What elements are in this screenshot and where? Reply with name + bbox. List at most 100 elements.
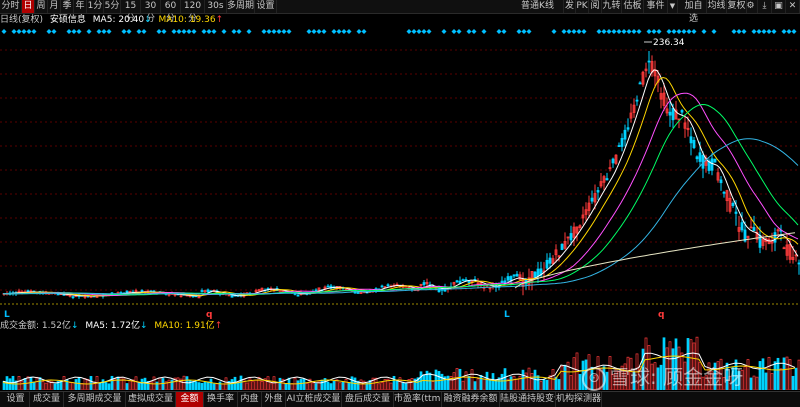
candle-body: [68, 294, 72, 297]
indicator-tab-13[interactable]: 机构探测器: [556, 392, 602, 407]
volume-bar: [629, 357, 633, 390]
signal-diamond: [581, 29, 587, 34]
volume-bar: [38, 377, 42, 390]
view-option-0[interactable]: 普通K线: [512, 0, 564, 13]
volume-bar: [749, 377, 753, 390]
candle-body: [623, 129, 627, 140]
volume-bar: [686, 338, 690, 390]
volume-bar: [608, 356, 612, 390]
volume-bar: [167, 379, 171, 390]
volume-bar: [620, 365, 624, 390]
candle-body: [686, 127, 690, 131]
period-button-1[interactable]: 日: [22, 0, 35, 13]
stock-name[interactable]: 安硕信息: [49, 15, 86, 25]
volume-bar: [701, 376, 705, 390]
signal-diamond: [666, 29, 672, 34]
period-button-13[interactable]: 多周期: [227, 0, 255, 13]
signal-diamond: [646, 29, 652, 34]
signal-diamond: [566, 29, 572, 34]
signal-diamond: [731, 29, 737, 34]
view-option-5[interactable]: 估板: [622, 0, 644, 13]
signal-diamond: [361, 29, 367, 34]
action-button-2[interactable]: 复权: [727, 0, 747, 13]
period-button-14[interactable]: 设置: [255, 0, 277, 13]
volume-bar: [617, 371, 621, 390]
close-icon[interactable]: ✕: [786, 0, 800, 13]
volume-bar: [767, 356, 771, 390]
period-button-11[interactable]: 120分: [181, 0, 205, 24]
indicator-tab-6[interactable]: 内盘: [238, 392, 262, 407]
screenshot-icon[interactable]: ▣: [772, 0, 786, 13]
volume-info-bar: 成交金额: 1.52亿↓ MA5: 1.72亿↓ MA10: 1.91亿↑: [0, 320, 226, 332]
menu-dropdown-icon[interactable]: ▼: [668, 0, 678, 13]
volume-bar: [605, 371, 609, 390]
volume-bar: [284, 383, 288, 390]
volume-ma10-readout: MA10: 1.91亿↑: [154, 321, 222, 331]
volume-bar: [428, 372, 432, 390]
period-button-12[interactable]: 30s: [205, 0, 227, 13]
view-option-3[interactable]: 阅: [589, 0, 602, 13]
signal-diamond: [611, 29, 617, 34]
signal-diamond: [756, 29, 762, 34]
period-button-9[interactable]: 30分: [141, 0, 161, 24]
view-option-4[interactable]: 九转: [602, 0, 622, 13]
indicator-tab-11[interactable]: 融资融券余额: [442, 392, 500, 407]
signal-diamond: [171, 29, 177, 34]
candle-body: [515, 273, 519, 277]
period-button-10[interactable]: 60分: [161, 0, 181, 24]
indicator-tab-1[interactable]: 成交量: [30, 392, 64, 407]
volume-bar: [476, 378, 480, 390]
period-button-3[interactable]: 月: [48, 0, 61, 13]
signal-diamond: [11, 29, 17, 34]
period-button-4[interactable]: 季: [61, 0, 74, 13]
candle-body: [671, 107, 675, 121]
signal-diamond: [311, 29, 317, 34]
period-button-7[interactable]: 5分: [104, 0, 121, 13]
indicator-tab-4[interactable]: 金额: [176, 392, 204, 407]
volume-bar: [377, 383, 381, 390]
indicator-tab-9[interactable]: 盘后成交量: [342, 392, 394, 407]
volume-bar: [386, 378, 390, 390]
indicator-tab-3[interactable]: 虚拟成交量: [126, 392, 176, 407]
indicator-tab-10[interactable]: 市盈率(ttm): [394, 392, 442, 407]
signal-diamond: [736, 29, 742, 34]
candle-body: [608, 167, 612, 170]
view-option-6[interactable]: 事件: [644, 0, 668, 13]
signal-marker-2: L: [504, 310, 510, 320]
indicator-tab-5[interactable]: 换手率: [204, 392, 238, 407]
period-button-0[interactable]: 分时: [0, 0, 22, 13]
candle-body: [755, 231, 759, 240]
volume-bar: [41, 381, 45, 390]
volume-bar: [230, 379, 234, 390]
settings-icon[interactable]: ⚙: [744, 0, 758, 13]
indicator-tab-7[interactable]: 外盘: [262, 392, 286, 407]
action-button-0[interactable]: 加自选: [681, 0, 707, 24]
volume-ma5-arrow-icon: ↓: [139, 321, 148, 331]
candle-body: [737, 227, 741, 232]
indicator-tab-2[interactable]: 多周期成交量: [64, 392, 126, 407]
volume-bar: [656, 367, 660, 390]
volume-bar: [527, 367, 531, 390]
action-button-1[interactable]: 均线: [707, 0, 727, 13]
signal-marker-3: q: [658, 310, 664, 320]
signal-diamond: [331, 29, 337, 34]
period-button-5[interactable]: 年: [74, 0, 87, 13]
signal-diamond: [211, 29, 217, 34]
period-button-8[interactable]: 15分: [121, 0, 141, 24]
period-button-2[interactable]: 周: [35, 0, 48, 13]
indicator-tab-12[interactable]: 陆股通持股变化: [500, 392, 556, 407]
volume-bar: [773, 361, 777, 390]
period-button-6[interactable]: 1分: [87, 0, 104, 13]
download-icon[interactable]: ⤓: [758, 0, 772, 13]
volume-bar: [530, 373, 534, 390]
signal-diamond: [526, 29, 532, 34]
indicator-tab-8[interactable]: AI立桩成交量: [286, 392, 342, 407]
view-option-1[interactable]: 发: [564, 0, 576, 13]
ma5-value: MA5: 20.40: [92, 15, 145, 25]
candle-body: [575, 226, 579, 234]
signal-diamond: [741, 29, 747, 34]
indicator-tab-0[interactable]: 设置: [2, 392, 30, 407]
candle-body: [500, 280, 504, 284]
view-option-2[interactable]: PK: [576, 0, 589, 13]
